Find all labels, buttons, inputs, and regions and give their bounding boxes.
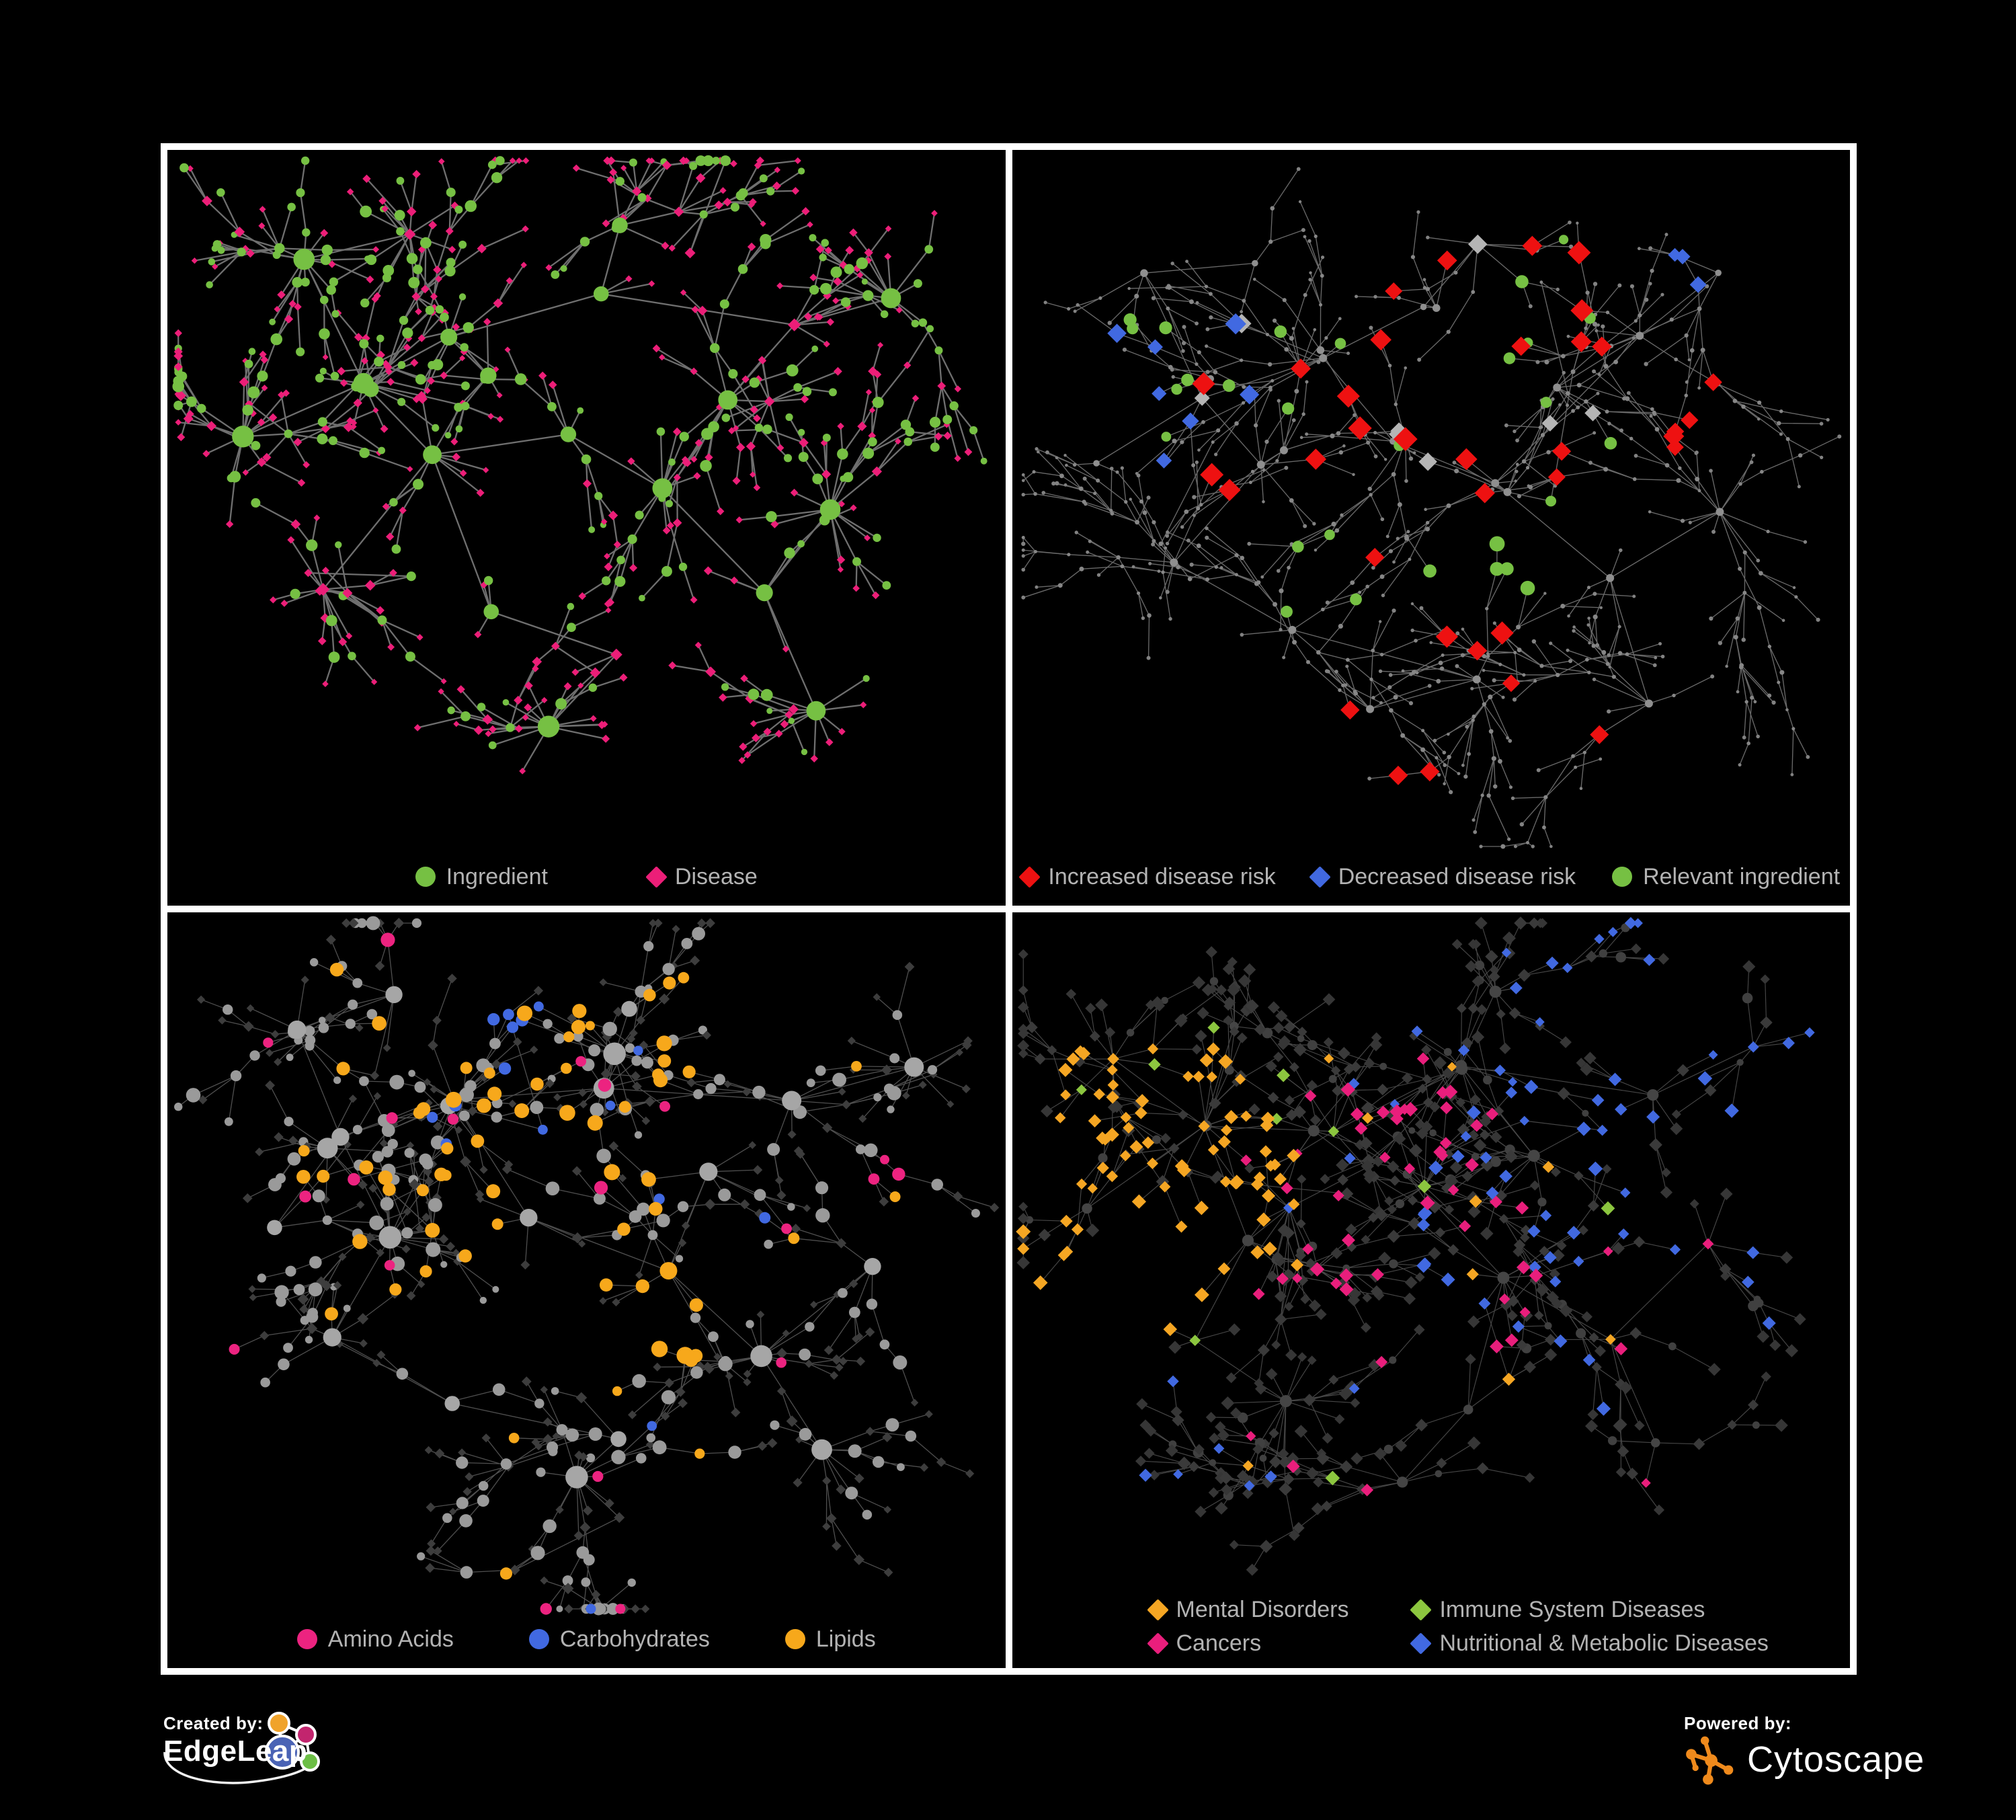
- cytoscape-logo-icon: [1686, 1736, 1734, 1785]
- edgeleap-branding: Created by: EdgeLeap: [163, 1712, 392, 1801]
- cytoscape-wordmark: Cytoscape: [1747, 1739, 1925, 1780]
- legend-label: Increased disease risk: [1048, 864, 1276, 889]
- legend-marker-diamond-icon: [1146, 1632, 1169, 1655]
- legend-marker-diamond-icon: [1146, 1598, 1169, 1621]
- cytoscape-branding: Powered by: Cytoscape: [1684, 1713, 1966, 1801]
- legend-marker-diamond-icon: [1410, 1632, 1433, 1655]
- panel-ingredient-disease: Ingredient Disease: [167, 150, 1006, 906]
- panel-disease-risk: Increased disease risk Decreased disease …: [1012, 150, 1851, 906]
- legend-marker-diamond-icon: [1018, 865, 1041, 888]
- legend-disease-categories: Mental Disorders Immune System Diseases Ca…: [1012, 1598, 1851, 1655]
- legend-item-increased-disease-risk: Increased disease risk: [1018, 864, 1276, 889]
- legend-marker-circle-icon: [784, 1629, 805, 1649]
- legend-item-carbohydrates: Carbohydrates: [528, 1626, 710, 1652]
- legend-ingredient-disease: Ingredient Disease: [167, 865, 1006, 888]
- legend-label: Disease: [674, 864, 758, 889]
- legend-item-mental-disorders: Mental Disorders: [1146, 1597, 1349, 1622]
- disease-categories-network: [1015, 916, 1815, 1576]
- legend-label: Immune System Diseases: [1439, 1597, 1705, 1622]
- legend-marker-diamond-icon: [1410, 1598, 1433, 1621]
- powered-by-label: Powered by:: [1684, 1713, 1792, 1733]
- legend-marker-circle-icon: [296, 1629, 317, 1649]
- legend-label: Ingredient: [446, 864, 548, 889]
- legend-nutrient-classes: Amino Acids Carbohydrates Lipids: [167, 1628, 1006, 1651]
- legend-marker-diamond-icon: [645, 865, 668, 888]
- legend-item-lipids: Lipids: [784, 1626, 876, 1652]
- legend-item-ingredient: Ingredient: [415, 865, 548, 888]
- edgeleap-wordmark: EdgeLeap: [163, 1735, 308, 1768]
- legend-label: Lipids: [815, 1626, 876, 1652]
- legend-disease-risk: Increased disease risk Decreased disease …: [1012, 865, 1851, 888]
- legend-marker-diamond-icon: [1308, 865, 1331, 888]
- legend-label: Mental Disorders: [1176, 1597, 1349, 1622]
- legend-item-nutritional-metabolic-diseases: Nutritional & Metabolic Diseases: [1410, 1630, 1769, 1656]
- legend-label: Nutritional & Metabolic Diseases: [1439, 1630, 1769, 1656]
- legend-marker-circle-icon: [528, 1629, 549, 1649]
- legend-item-decreased-disease-risk: Decreased disease risk: [1308, 864, 1576, 889]
- nutrient-classes-network: [174, 916, 1000, 1616]
- legend-item-disease: Disease: [645, 864, 758, 889]
- legend-label: Amino Acids: [327, 1626, 454, 1652]
- disease-risk-network: [1020, 167, 1841, 849]
- legend-label: Relevant ingredient: [1643, 864, 1841, 889]
- legend-item-relevant-ingredient: Relevant ingredient: [1612, 865, 1840, 888]
- legend-label: Cancers: [1176, 1630, 1262, 1656]
- legend-label: Carbohydrates: [559, 1626, 710, 1652]
- panel-disease-categories: Mental Disorders Immune System Diseases Ca…: [1012, 912, 1851, 1668]
- legend-marker-circle-icon: [1612, 867, 1633, 887]
- edgeleap-network-logo-icon: [163, 1712, 320, 1784]
- legend-item-cancers: Cancers: [1146, 1630, 1349, 1656]
- ingredient-disease-network: [172, 155, 987, 775]
- created-by-label: Created by:: [163, 1713, 264, 1733]
- legend-item-immune-system-diseases: Immune System Diseases: [1410, 1597, 1768, 1622]
- legend-label: Decreased disease risk: [1338, 864, 1576, 889]
- panels-grid: Ingredient Disease Increased disease risk…: [161, 143, 1857, 1675]
- legend-marker-circle-icon: [415, 867, 436, 887]
- legend-item-amino-acids: Amino Acids: [296, 1626, 454, 1652]
- panel-nutrient-classes: Amino Acids Carbohydrates Lipids: [167, 912, 1006, 1668]
